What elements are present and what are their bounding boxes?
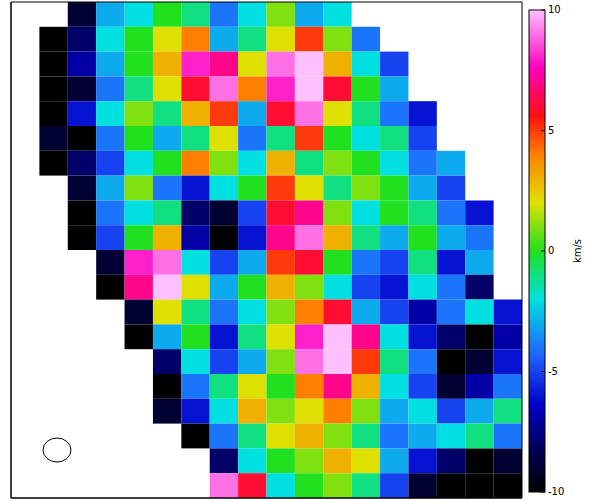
svg-text:10: 10 [548,4,561,15]
svg-text:km/s: km/s [572,239,583,263]
svg-text:0: 0 [548,245,554,256]
svg-text:5: 5 [548,125,554,136]
svg-text:-5: -5 [548,366,558,377]
svg-text:-10: -10 [548,486,564,497]
